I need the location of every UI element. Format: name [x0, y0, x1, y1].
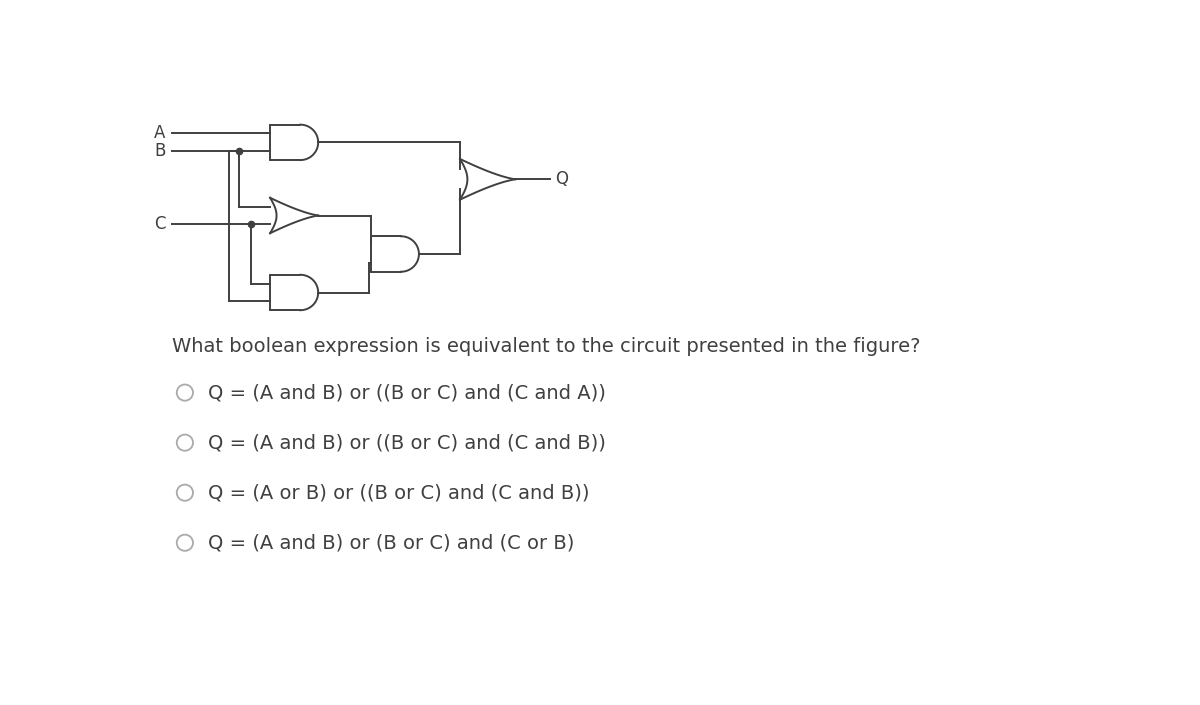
Text: Q = (A and B) or ((B or C) and (C and A)): Q = (A and B) or ((B or C) and (C and A)…: [208, 383, 606, 402]
Text: Q: Q: [556, 171, 569, 188]
Text: C: C: [154, 215, 166, 233]
Text: A: A: [154, 125, 166, 142]
Text: Q = (A or B) or ((B or C) and (C and B)): Q = (A or B) or ((B or C) and (C and B)): [208, 483, 589, 502]
Text: Q = (A and B) or (B or C) and (C or B): Q = (A and B) or (B or C) and (C or B): [208, 533, 575, 552]
Text: B: B: [154, 142, 166, 160]
Text: Q = (A and B) or ((B or C) and (C and B)): Q = (A and B) or ((B or C) and (C and B)…: [208, 433, 606, 452]
Text: What boolean expression is equivalent to the circuit presented in the figure?: What boolean expression is equivalent to…: [172, 337, 920, 356]
